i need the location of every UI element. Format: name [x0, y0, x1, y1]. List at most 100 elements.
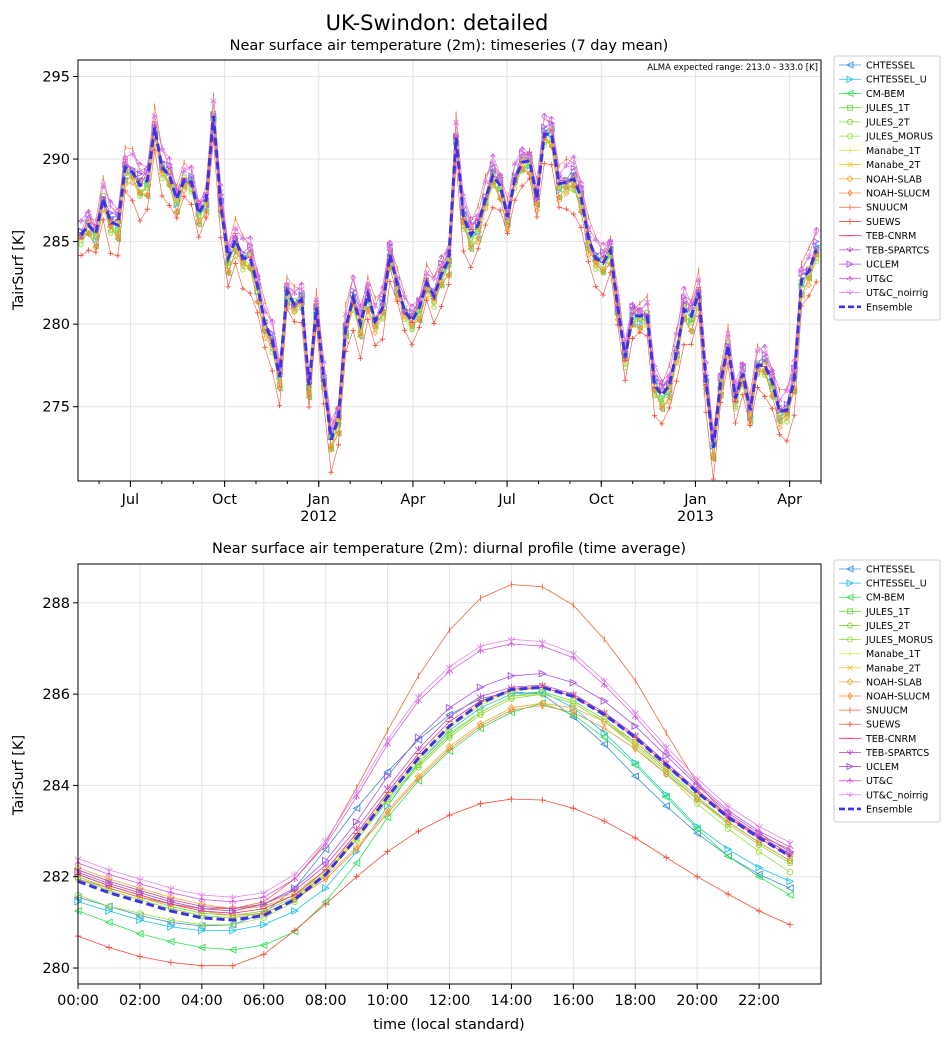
legend-label: Ensemble	[866, 804, 913, 815]
weekly-data-point	[107, 250, 114, 256]
data-point	[445, 742, 454, 751]
weekly-data-point	[519, 183, 525, 189]
weekly-data-point	[298, 281, 305, 287]
data-point	[415, 827, 422, 835]
weekly-data-point	[739, 361, 746, 367]
data-point	[724, 802, 732, 809]
data-point	[198, 921, 206, 928]
data-point	[167, 959, 175, 966]
weekly-data-point	[711, 455, 716, 463]
weekly-data-point	[776, 396, 783, 402]
series-teb-cnrm	[74, 686, 794, 914]
weekly-data-point	[240, 258, 245, 266]
data-point	[383, 806, 392, 815]
weekly-data-point	[328, 469, 334, 475]
weekly-data-point	[460, 248, 467, 254]
weekly-data-point	[431, 276, 437, 282]
weekly-data-point	[166, 163, 173, 169]
alma-range-note: ALMA expected range: 213.0 - 333.0 [K]	[647, 63, 818, 73]
data-point	[477, 709, 484, 716]
weekly-data-point	[151, 112, 158, 118]
legend-label: TEB-CNRM	[865, 231, 916, 242]
weekly-data-point	[137, 161, 143, 167]
weekly-data-point	[166, 202, 172, 209]
weekly-data-point	[585, 258, 591, 265]
timeseries-ytick-label: 285	[42, 235, 70, 251]
data-point	[631, 758, 640, 767]
figure-title: UK-Swindon: detailed	[326, 11, 549, 35]
weekly-data-point	[372, 302, 379, 307]
weekly-data-point	[387, 264, 392, 272]
data-point	[166, 918, 175, 927]
legend-marker	[846, 579, 855, 587]
data-point	[692, 829, 701, 838]
weekly-data-point	[681, 292, 687, 298]
data-point	[693, 873, 701, 880]
weekly-data-point	[188, 172, 196, 180]
data-point	[352, 804, 361, 813]
legend-label: CHTESSEL	[866, 565, 916, 576]
data-point	[291, 884, 299, 893]
legend-marker	[846, 260, 855, 268]
legend-marker	[847, 189, 853, 197]
data-point	[197, 943, 206, 952]
weekly-data-point	[622, 377, 628, 383]
timeseries-title: Near surface air temperature (2m): times…	[230, 38, 669, 54]
timeseries-xtick-label: Apr	[400, 492, 425, 508]
weekly-data-point	[85, 215, 92, 221]
data-point	[229, 921, 236, 928]
weekly-data-point	[681, 285, 687, 291]
weekly-data-point	[578, 186, 584, 192]
data-point	[786, 868, 794, 876]
weekly-data-point	[636, 308, 643, 314]
legend-item: CHTESSEL	[839, 565, 916, 576]
legend-label: SUEWS	[866, 720, 900, 731]
data-point	[136, 916, 145, 925]
data-point	[756, 838, 762, 847]
legend-label: TEB-SPARTCS	[865, 748, 929, 759]
data-point	[446, 811, 453, 819]
diurnal-panel: Near surface air temperature (2m): diurn…	[11, 541, 941, 1033]
series-line	[77, 693, 791, 919]
data-point	[322, 856, 330, 865]
data-point	[105, 903, 113, 910]
weekly-data-point	[775, 418, 783, 425]
weekly-data-point	[504, 230, 511, 237]
weekly-data-point	[482, 222, 489, 228]
weekly-data-point	[556, 204, 562, 210]
weekly-data-point	[277, 384, 282, 392]
legend-item: TEB-SPARTCS	[839, 245, 929, 256]
timeseries-xtick-year: 2012	[300, 509, 337, 525]
legend-item: NOAH-SLAB	[839, 677, 922, 688]
diurnal-xtick-label: 12:00	[429, 993, 471, 1009]
weekly-data-point	[180, 187, 188, 194]
weekly-data-point	[145, 192, 150, 200]
weekly-data-point	[85, 208, 92, 214]
weekly-data-point	[600, 248, 607, 254]
data-point	[322, 900, 329, 908]
weekly-data-point	[130, 198, 136, 204]
weekly-data-point	[519, 152, 526, 158]
legend-label: CHTESSEL	[866, 61, 916, 72]
data-point	[507, 641, 515, 648]
weekly-series-suews	[78, 136, 819, 482]
weekly-data-point	[555, 177, 563, 185]
weekly-data-point	[688, 341, 694, 347]
weekly-data-point	[512, 197, 518, 203]
data-point	[291, 876, 299, 883]
legend-marker	[846, 778, 854, 784]
legend-item: JULES_2T	[839, 117, 910, 128]
legend-marker	[846, 678, 854, 686]
diurnal-legend: CHTESSEL CHTESSEL_U CM-BEM JULES_1T JULES_2T…	[833, 559, 941, 823]
weekly-data-point	[174, 215, 180, 221]
data-point	[291, 871, 299, 878]
data-point	[414, 693, 423, 700]
legend-label: CHTESSEL_U	[866, 75, 927, 86]
data-point	[167, 916, 175, 924]
series-manabe-1t	[74, 684, 794, 915]
weekly-data-point	[195, 210, 203, 218]
data-point	[693, 780, 701, 787]
series-line	[77, 686, 791, 912]
series-teb-spartcs	[74, 681, 794, 912]
